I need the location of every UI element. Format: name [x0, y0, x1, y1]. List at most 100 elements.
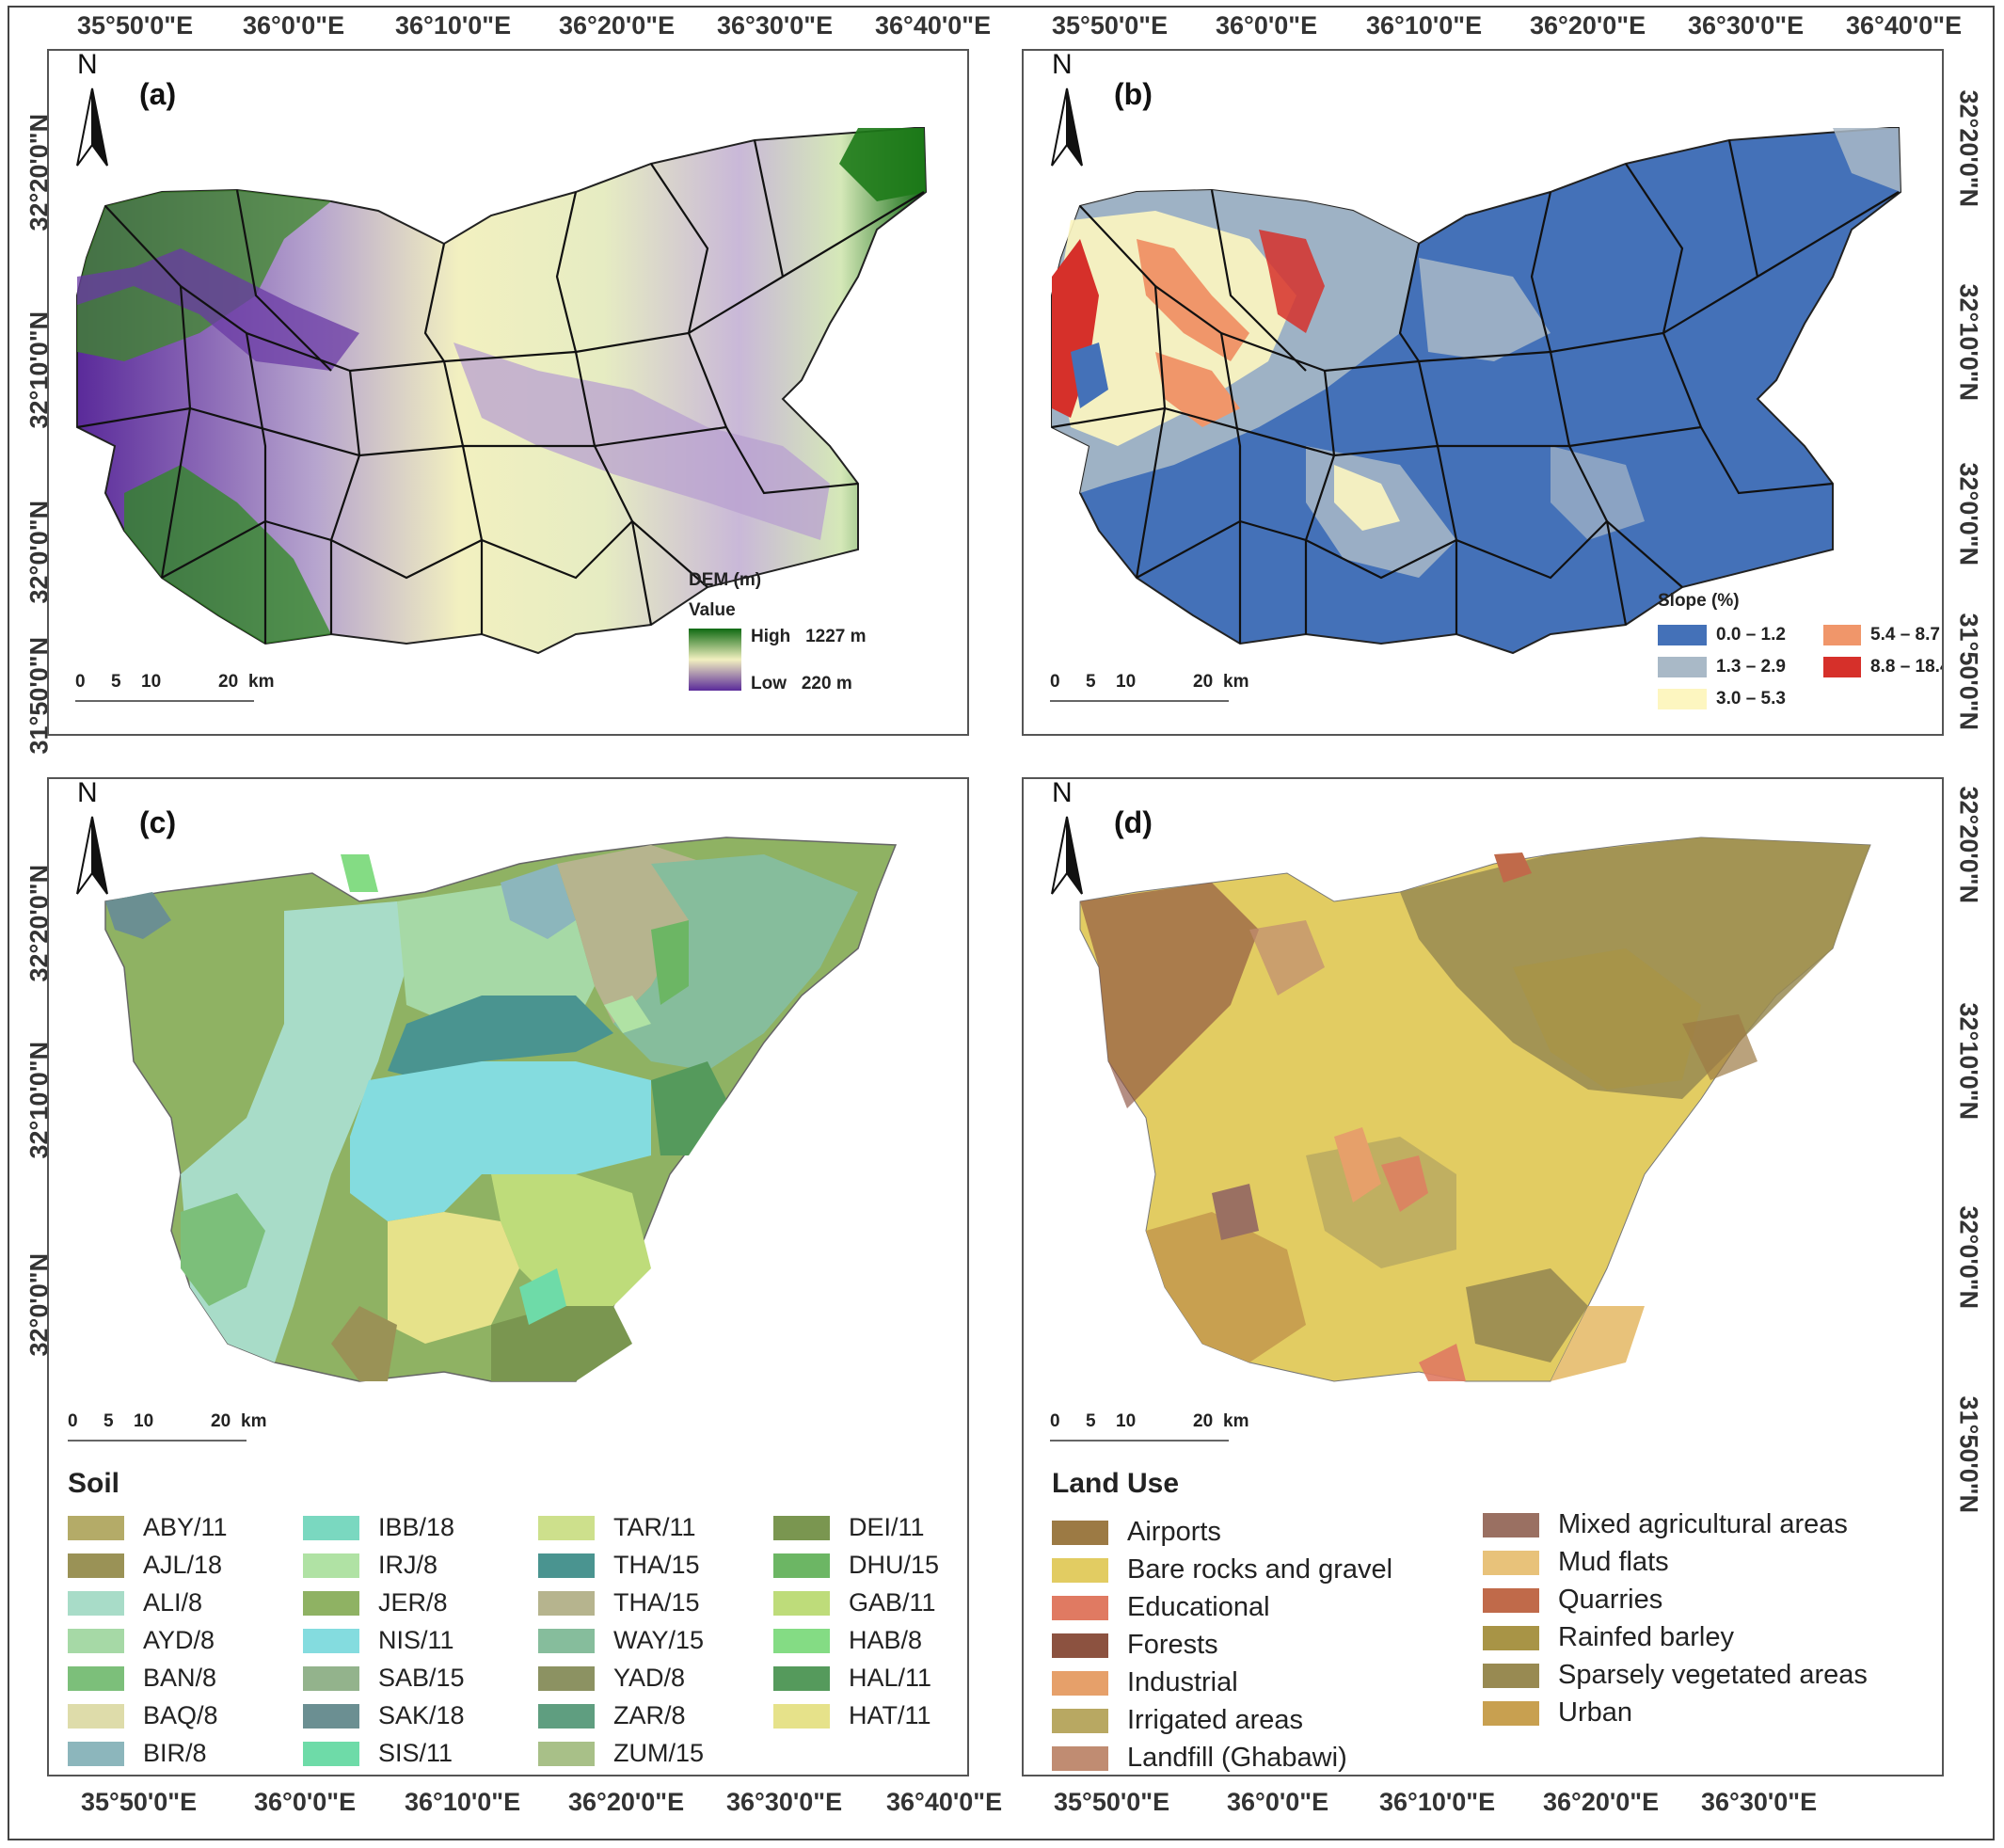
- lon-label-b-3: 36°10'0"E: [1366, 11, 1483, 40]
- landuse-legend-item: Mud flats: [1483, 1547, 1669, 1578]
- lon-label-a-4: 36°20'0"E: [559, 11, 676, 40]
- swatch: [68, 1665, 124, 1691]
- slope-legend-title: Slope (%): [1658, 591, 1740, 611]
- panel-label-c: (c): [139, 805, 177, 839]
- panel-label-a: (a): [139, 77, 177, 111]
- swatch: [773, 1515, 830, 1540]
- north-arrow-d: N: [1039, 779, 1095, 895]
- lon-label-d-5: 36°30'0"E: [1701, 1788, 1818, 1816]
- swatch: [1483, 1512, 1539, 1537]
- lat-label-d-4: 31°50'0"N: [1954, 1395, 1983, 1514]
- landuse-legend-item: Quarries: [1483, 1585, 1662, 1616]
- lat-label-d-1: 32°20'0"N: [1954, 786, 1983, 904]
- soil-legend-item: YAD/8: [538, 1664, 685, 1693]
- swatch: [1658, 657, 1707, 677]
- lon-label-b-1: 35°50'0"E: [1052, 11, 1169, 40]
- soil-legend-title: Soil: [68, 1468, 120, 1499]
- soil-legend-item: WAY/15: [538, 1626, 704, 1655]
- north-arrow-a: N: [64, 51, 120, 167]
- landuse-legend-item: Urban: [1483, 1697, 1632, 1729]
- swatch: [538, 1741, 595, 1766]
- soil-legend-item: BAQ/8: [68, 1701, 218, 1730]
- lon-label-a-6: 36°40'0"E: [875, 11, 992, 40]
- soil-legend-item: BAN/8: [68, 1664, 216, 1693]
- swatch: [68, 1741, 124, 1766]
- landuse-legend-item: Forests: [1052, 1630, 1218, 1661]
- dem-legend-title: DEM (m): [689, 570, 762, 590]
- north-label: N: [77, 49, 98, 80]
- swatch: [1483, 1663, 1539, 1688]
- lat-label-d-3: 32°0'0"N: [1954, 1205, 1983, 1310]
- lon-label-a-3: 36°10'0"E: [395, 11, 512, 40]
- lon-label-c-6: 36°40'0"E: [886, 1788, 1003, 1816]
- slope-legend-item-5: 3.0 – 5.3: [1658, 689, 1786, 709]
- swatch: [68, 1628, 124, 1653]
- soil-legend-item: SIS/11: [303, 1739, 453, 1768]
- lon-label-c-1: 35°50'0"E: [81, 1788, 198, 1816]
- swatch: [538, 1703, 595, 1729]
- panel-b-slope: N (b) 0 5 10 20 km Slope (%) 0.0 – 1.2 5…: [1022, 49, 1944, 736]
- swatch: [1483, 1587, 1539, 1613]
- swatch: [538, 1553, 595, 1578]
- soil-legend-item: ALI/8: [68, 1588, 202, 1617]
- swatch: [538, 1590, 595, 1616]
- lon-label-a-1: 35°50'0"E: [77, 11, 194, 40]
- panel-d-landuse: N (d) 0 5 10 20 km Land Use Airports Bare…: [1022, 777, 1944, 1776]
- lon-label-c-5: 36°30'0"E: [726, 1788, 843, 1816]
- landuse-legend-item: Sparsely vegetated areas: [1483, 1660, 1868, 1691]
- swatch: [1658, 689, 1707, 709]
- lon-label-d-1: 35°50'0"E: [1054, 1788, 1170, 1816]
- soil-legend-item: HAT/11: [773, 1701, 931, 1730]
- panel-a-dem: N (a) 0 5 10 20 km DEM (m) Value High 12…: [47, 49, 969, 736]
- soil-legend-item: THA/15: [538, 1588, 700, 1617]
- soil-legend-item: ZUM/15: [538, 1739, 704, 1768]
- landuse-legend-item: Landfill (Ghabawi): [1052, 1743, 1347, 1774]
- soil-legend-item: AYD/8: [68, 1626, 215, 1655]
- swatch: [303, 1741, 359, 1766]
- lon-label-d-4: 36°20'0"E: [1543, 1788, 1660, 1816]
- swatch: [303, 1628, 359, 1653]
- swatch: [1052, 1708, 1108, 1733]
- panel-label-d: (d): [1114, 805, 1153, 839]
- lon-label-c-4: 36°20'0"E: [568, 1788, 685, 1816]
- swatch: [1483, 1550, 1539, 1575]
- lat-label-d-2: 32°10'0"N: [1954, 1002, 1983, 1121]
- landuse-legend-item: Airports: [1052, 1517, 1221, 1548]
- scale-bar-d: 0 5 10 20 km: [1050, 1411, 1249, 1458]
- landuse-legend-item: Industrial: [1052, 1667, 1238, 1698]
- swatch: [1052, 1520, 1108, 1545]
- slope-legend-item-2: 5.4 – 8.7: [1823, 625, 1940, 645]
- dem-legend-low: Low 220 m: [751, 674, 852, 693]
- landuse-legend-title: Land Use: [1052, 1468, 1180, 1499]
- lon-label-a-5: 36°30'0"E: [717, 11, 834, 40]
- north-arrow-icon: [1051, 816, 1083, 895]
- north-arrow-b: N: [1039, 51, 1095, 167]
- swatch: [1658, 625, 1707, 645]
- soil-map: [104, 836, 898, 1382]
- lon-label-b-4: 36°20'0"E: [1530, 11, 1646, 40]
- swatch: [1052, 1557, 1108, 1583]
- swatch: [68, 1515, 124, 1540]
- scale-bar-a: 0 5 10 20 km: [75, 672, 274, 719]
- swatch: [303, 1703, 359, 1729]
- lat-label-b-2: 32°10'0"N: [1954, 283, 1983, 402]
- dem-legend-subtitle: Value: [689, 600, 736, 620]
- lon-label-b-2: 36°0'0"E: [1216, 11, 1318, 40]
- lon-label-d-2: 36°0'0"E: [1227, 1788, 1329, 1816]
- soil-legend-item: SAK/18: [303, 1701, 465, 1730]
- landuse-legend-item: Rainfed barley: [1483, 1622, 1734, 1653]
- dem-map: [76, 127, 928, 655]
- swatch: [773, 1590, 830, 1616]
- north-arrow-c: N: [64, 779, 120, 895]
- lon-label-c-3: 36°10'0"E: [405, 1788, 521, 1816]
- scale-bar-c: 0 5 10 20 km: [68, 1411, 266, 1458]
- lat-label-b-1: 32°20'0"N: [1954, 89, 1983, 208]
- lon-label-c-2: 36°0'0"E: [254, 1788, 357, 1816]
- soil-legend-item: DHU/15: [773, 1551, 939, 1580]
- slope-legend-item-4: 8.8 – 18.4: [1823, 657, 1942, 677]
- swatch: [68, 1703, 124, 1729]
- swatch: [773, 1553, 830, 1578]
- scale-bar-b: 0 5 10 20 km: [1050, 672, 1249, 719]
- soil-legend-item: JER/8: [303, 1588, 448, 1617]
- panel-c-soil: N (c) 0 5 10 20 km Soil ABY/11 AJL/18 ALI/…: [47, 777, 969, 1776]
